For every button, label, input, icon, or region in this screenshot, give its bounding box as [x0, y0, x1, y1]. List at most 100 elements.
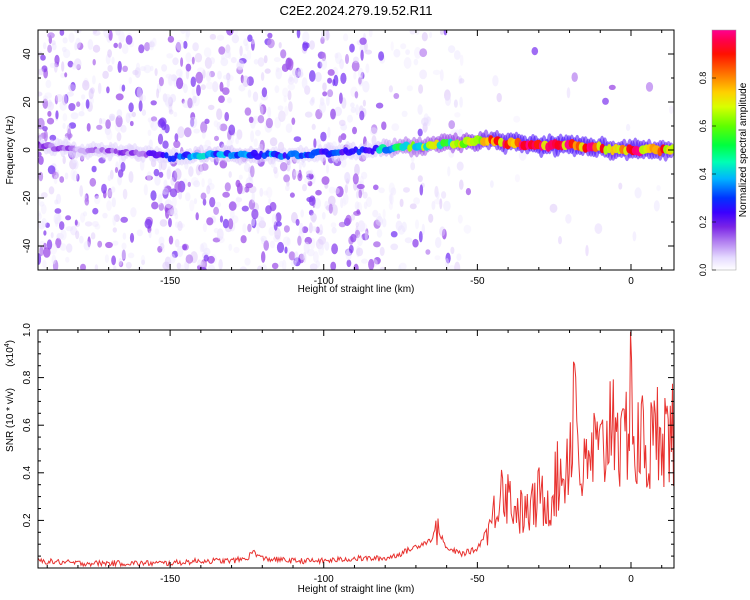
- spectrogram-noise-blob: [214, 135, 219, 142]
- spectrogram-noise-blob: [51, 254, 57, 265]
- spectrogram-noise-blob: [340, 123, 348, 131]
- spectrogram-noise-blob: [456, 161, 464, 171]
- spectrogram-noise-blob: [120, 161, 126, 172]
- spectrogram-noise-blob: [240, 235, 247, 244]
- spectrogram-noise-blob: [345, 214, 352, 225]
- spectrogram-noise-blob: [397, 225, 406, 235]
- spectrogram-noise-blob: [417, 104, 423, 115]
- spectrogram-noise-blob: [417, 175, 423, 183]
- spectrogram-noise-blob: [382, 218, 387, 228]
- spectrogram-noise-blob: [175, 68, 183, 77]
- spectrogram-noise-blob: [244, 107, 252, 116]
- spectrogram-noise-blob: [354, 91, 359, 99]
- spectrogram-noise-blob: [315, 260, 320, 268]
- spectrogram-noise-blob: [110, 186, 116, 193]
- spectrogram-noise-blob: [443, 200, 451, 212]
- spectrogram-noise-blob: [181, 98, 185, 104]
- spectrogram-noise-blob: [518, 150, 527, 161]
- spectrogram-noise-blob: [303, 241, 310, 254]
- spectrogram-noise-blob: [413, 197, 420, 205]
- spectrogram-noise-blob: [169, 188, 178, 198]
- spectrogram-noise-blob: [204, 118, 210, 125]
- spectrogram-noise-blob: [417, 128, 423, 137]
- spectrogram-y-label: Frequency (Hz): [5, 116, 16, 185]
- snr-y-tick-label: 0.2: [22, 513, 33, 527]
- spectrogram-noise-blob: [70, 81, 76, 92]
- spectrogram-noise-blob: [381, 121, 387, 130]
- spectrogram-noise-blob: [46, 239, 53, 250]
- spectrogram-noise-blob: [88, 96, 94, 105]
- spectrogram-noise-blob: [150, 116, 158, 122]
- spectrogram-noise-blob: [54, 199, 59, 205]
- spectrogram-noise-blob: [224, 50, 231, 59]
- spectrogram-noise-blob: [218, 95, 225, 103]
- spectrogram-noise-blob: [238, 58, 247, 64]
- spectrogram-noise-blob: [418, 84, 424, 94]
- spectrogram-noise-blob: [121, 249, 126, 260]
- spectrogram-noise-blob: [513, 115, 521, 123]
- spectrogram-noise-blob: [388, 182, 395, 195]
- spectrogram-noise-blob: [288, 251, 296, 261]
- spectrogram-noise-blob: [109, 115, 115, 121]
- spectrogram-noise-blob: [90, 232, 96, 240]
- spectrogram-noise-blob: [340, 197, 344, 209]
- spectrogram-noise-blob: [290, 260, 297, 267]
- spectrogram-noise-blob: [280, 49, 287, 59]
- snr-y-label: SNR (10 * v/v): [5, 388, 16, 452]
- spectrogram-noise-blob: [173, 111, 178, 117]
- spectrogram-noise-blob: [308, 195, 316, 206]
- spectrogram-noise-blob: [419, 69, 427, 80]
- spectrogram-noise-blob: [373, 257, 381, 265]
- spectrogram-noise-blob: [391, 123, 400, 131]
- spectrogram-noise-blob: [207, 182, 215, 190]
- spectrogram-noise-blob: [287, 90, 292, 101]
- spectrogram-noise-blob: [91, 221, 99, 227]
- spectrogram-noise-blob: [275, 66, 280, 73]
- spectrogram-noise-blob: [326, 30, 330, 41]
- spectrogram-noise-blob: [59, 30, 65, 36]
- spectrogram-noise-blob: [200, 84, 206, 90]
- spectrogram-noise-blob: [373, 241, 381, 248]
- spectrogram-noise-blob: [359, 37, 367, 45]
- spectrogram-noise-blob: [201, 178, 205, 188]
- spectrogram-noise-blob: [356, 234, 363, 247]
- spectrogram-noise-blob: [170, 206, 178, 216]
- spectrogram-noise-blob: [257, 57, 265, 67]
- spectrogram-noise-blob: [200, 242, 208, 253]
- spectrogram-noise-blob: [248, 116, 254, 124]
- spectrogram-noise-blob: [122, 232, 127, 240]
- spectrogram-x-label: Height of straight line (km): [298, 284, 415, 295]
- spectrogram-noise-blob: [320, 58, 328, 70]
- spectrogram-noise-blob: [74, 219, 78, 226]
- spectrogram-noise-blob: [273, 166, 278, 174]
- spectrogram-noise-blob: [66, 91, 74, 97]
- spectrogram-noise-blob: [260, 235, 267, 242]
- spectrogram-noise-blob: [94, 193, 99, 199]
- spectrogram-noise-blob: [360, 71, 365, 80]
- spectrogram-noise-blob: [327, 126, 331, 138]
- spectrogram-image: [38, 30, 674, 270]
- spectrogram-noise-blob: [350, 106, 357, 113]
- spectrogram-noise-blob: [105, 119, 111, 129]
- spectrogram-noise-blob: [154, 68, 158, 77]
- spectrogram-noise-blob: [338, 135, 343, 143]
- spectrogram-noise-blob: [625, 123, 631, 132]
- spectrogram-noise-blob: [295, 67, 302, 79]
- spectrogram-noise-blob: [267, 38, 275, 49]
- colorbar-tick-label: 0.2: [698, 216, 708, 229]
- spectrogram-noise-blob: [200, 259, 207, 270]
- spectrogram-noise-blob: [359, 222, 368, 232]
- spectrogram-noise-blob: [279, 162, 288, 172]
- spectrogram-noise-blob: [465, 188, 471, 196]
- spectrogram-noise-blob: [354, 201, 360, 211]
- spectrogram-noise-blob: [231, 34, 240, 44]
- spectrogram-noise-blob: [274, 227, 281, 240]
- spectrogram-noise-blob: [398, 262, 407, 270]
- spectrogram-noise-blob: [104, 254, 109, 263]
- spectrogram-noise-blob: [147, 117, 152, 123]
- spectrogram-noise-blob: [139, 94, 147, 102]
- spectrogram-noise-blob: [333, 74, 339, 87]
- spectrogram-noise-blob: [360, 49, 364, 61]
- spectrogram-noise-blob: [406, 85, 413, 92]
- spectrogram-noise-blob: [61, 46, 67, 53]
